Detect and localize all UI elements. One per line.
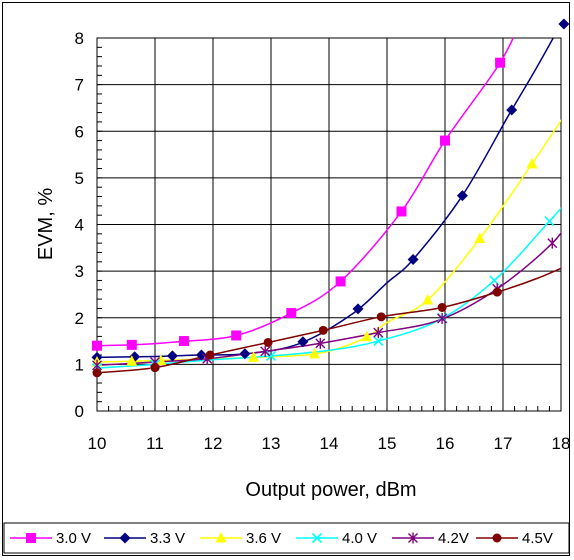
series-marker — [361, 330, 373, 342]
x-tick-label: 12 — [204, 434, 223, 453]
series-marker — [526, 157, 538, 169]
x-tick-label: 17 — [494, 434, 513, 453]
y-tick-label: 3 — [75, 262, 84, 281]
series-marker — [474, 232, 486, 243]
x-axis-tick-labels: 10 11 12 13 14 15 16 17 18 — [88, 434, 571, 453]
legend: 3.0 V 3.3 V 3.6 V 4.0 V 4.2V 4.5V — [3, 522, 570, 554]
series-marker — [396, 206, 407, 217]
legend-label: 3.0 V — [56, 530, 91, 547]
series-marker — [248, 351, 260, 362]
series-marker — [440, 135, 450, 146]
series-marker — [558, 18, 570, 30]
x-tick-label: 11 — [146, 434, 164, 453]
series-marker — [126, 355, 138, 366]
y-tick-label: 6 — [75, 122, 84, 141]
series-marker — [231, 330, 242, 341]
x-tick-label: 13 — [262, 434, 281, 453]
series-marker — [297, 336, 309, 348]
series-marker — [437, 302, 447, 312]
y-tick-label: 5 — [75, 169, 84, 188]
x-tick-label: 16 — [436, 434, 455, 453]
legend-marker — [492, 533, 502, 543]
legend-marker — [119, 532, 131, 544]
axis-minor-ticks — [96, 37, 562, 412]
legend-label: 4.5V — [522, 530, 553, 547]
series-marker — [265, 350, 277, 362]
series-marker — [373, 335, 384, 347]
series-marker — [263, 337, 273, 347]
y-tick-label: 0 — [75, 402, 84, 421]
series-marker — [335, 276, 346, 287]
series-line — [97, 38, 515, 347]
y-tick-label: 2 — [75, 309, 84, 328]
y-tick-label: 1 — [75, 355, 84, 374]
x-axis-title: Output power, dBm — [245, 479, 416, 501]
y-tick-label: 8 — [75, 29, 84, 48]
x-tick-label: 14 — [320, 434, 339, 453]
series-marker — [547, 237, 558, 249]
series-marker — [456, 190, 468, 202]
legend-marker — [311, 532, 323, 544]
series-marker — [315, 337, 326, 349]
series-marker — [126, 339, 137, 350]
series-line — [97, 231, 561, 367]
series-marker — [166, 350, 178, 362]
legend-marker — [408, 532, 418, 544]
legend-label: 3.6 V — [246, 530, 281, 547]
series-marker — [179, 336, 189, 347]
series-marker — [92, 368, 102, 378]
series-marker — [506, 104, 518, 116]
series-marker — [150, 363, 160, 373]
series-marker — [422, 294, 434, 305]
series-line — [97, 267, 561, 374]
series-marker — [407, 253, 419, 265]
x-tick-label: 18 — [552, 434, 571, 453]
series-line — [97, 207, 561, 369]
legend-label: 4.0 V — [342, 530, 377, 547]
series-marker — [318, 325, 328, 335]
legend-label: 4.2V — [438, 530, 469, 547]
y-axis-title: EVM, % — [35, 188, 57, 260]
y-axis-tick-labels: 0 1 2 3 4 5 6 7 8 — [75, 29, 84, 421]
series-marker — [92, 340, 102, 351]
series-marker — [260, 345, 271, 357]
series-marker — [373, 327, 384, 339]
legend-marker — [26, 533, 36, 543]
series-marker — [352, 303, 364, 315]
series-marker — [495, 57, 506, 68]
x-tick-label: 15 — [378, 434, 397, 453]
series-marker — [286, 308, 297, 319]
legend-box — [3, 522, 570, 554]
series-marker — [492, 287, 502, 297]
x-tick-label: 10 — [88, 434, 107, 453]
y-tick-label: 7 — [75, 76, 84, 95]
series-markers — [91, 18, 570, 378]
legend-label: 3.3 V — [150, 530, 185, 547]
series-marker — [376, 312, 386, 322]
series-marker — [309, 347, 320, 359]
series-marker — [239, 348, 251, 360]
gridlines — [97, 38, 561, 411]
series-marker — [437, 313, 448, 325]
series-marker — [195, 349, 207, 361]
y-tick-label: 4 — [75, 216, 84, 235]
legend-marker — [215, 532, 227, 543]
series-marker — [544, 216, 555, 227]
series-marker — [205, 350, 215, 360]
